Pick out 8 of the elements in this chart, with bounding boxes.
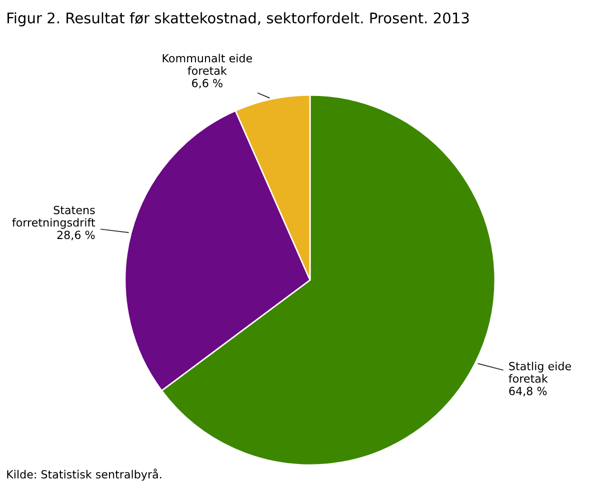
data-label: 64,8 % [509, 386, 547, 396]
slice-label: Kommunalt eide foretak [162, 54, 252, 75]
slice-label: Statlig eide foretak [508, 362, 571, 383]
data-label: 6,6 % [192, 78, 222, 88]
data-label: 28,6 % [57, 230, 95, 240]
slice-label: Statens forretningsdrift [12, 206, 96, 229]
text: Kilde: Statistisk sentralbyrå. [7, 468, 162, 481]
chart-title: Figur 2. Resultat før skattekostnad, sektorfordelt. Prosent. 2013 [8, 12, 469, 26]
